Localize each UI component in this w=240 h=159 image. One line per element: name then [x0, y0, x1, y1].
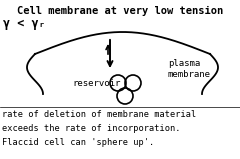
Text: Flaccid cell can 'sphere up'.: Flaccid cell can 'sphere up'.: [2, 138, 154, 147]
Text: γ < γᵣ: γ < γᵣ: [3, 17, 46, 30]
Text: plasma
membrane: plasma membrane: [168, 59, 211, 79]
Text: rate of deletion of membrane material: rate of deletion of membrane material: [2, 110, 196, 119]
Text: exceeds the rate of incorporation.: exceeds the rate of incorporation.: [2, 124, 180, 133]
Text: reservoir: reservoir: [72, 79, 120, 87]
Text: Cell membrane at very low tension: Cell membrane at very low tension: [17, 6, 223, 16]
